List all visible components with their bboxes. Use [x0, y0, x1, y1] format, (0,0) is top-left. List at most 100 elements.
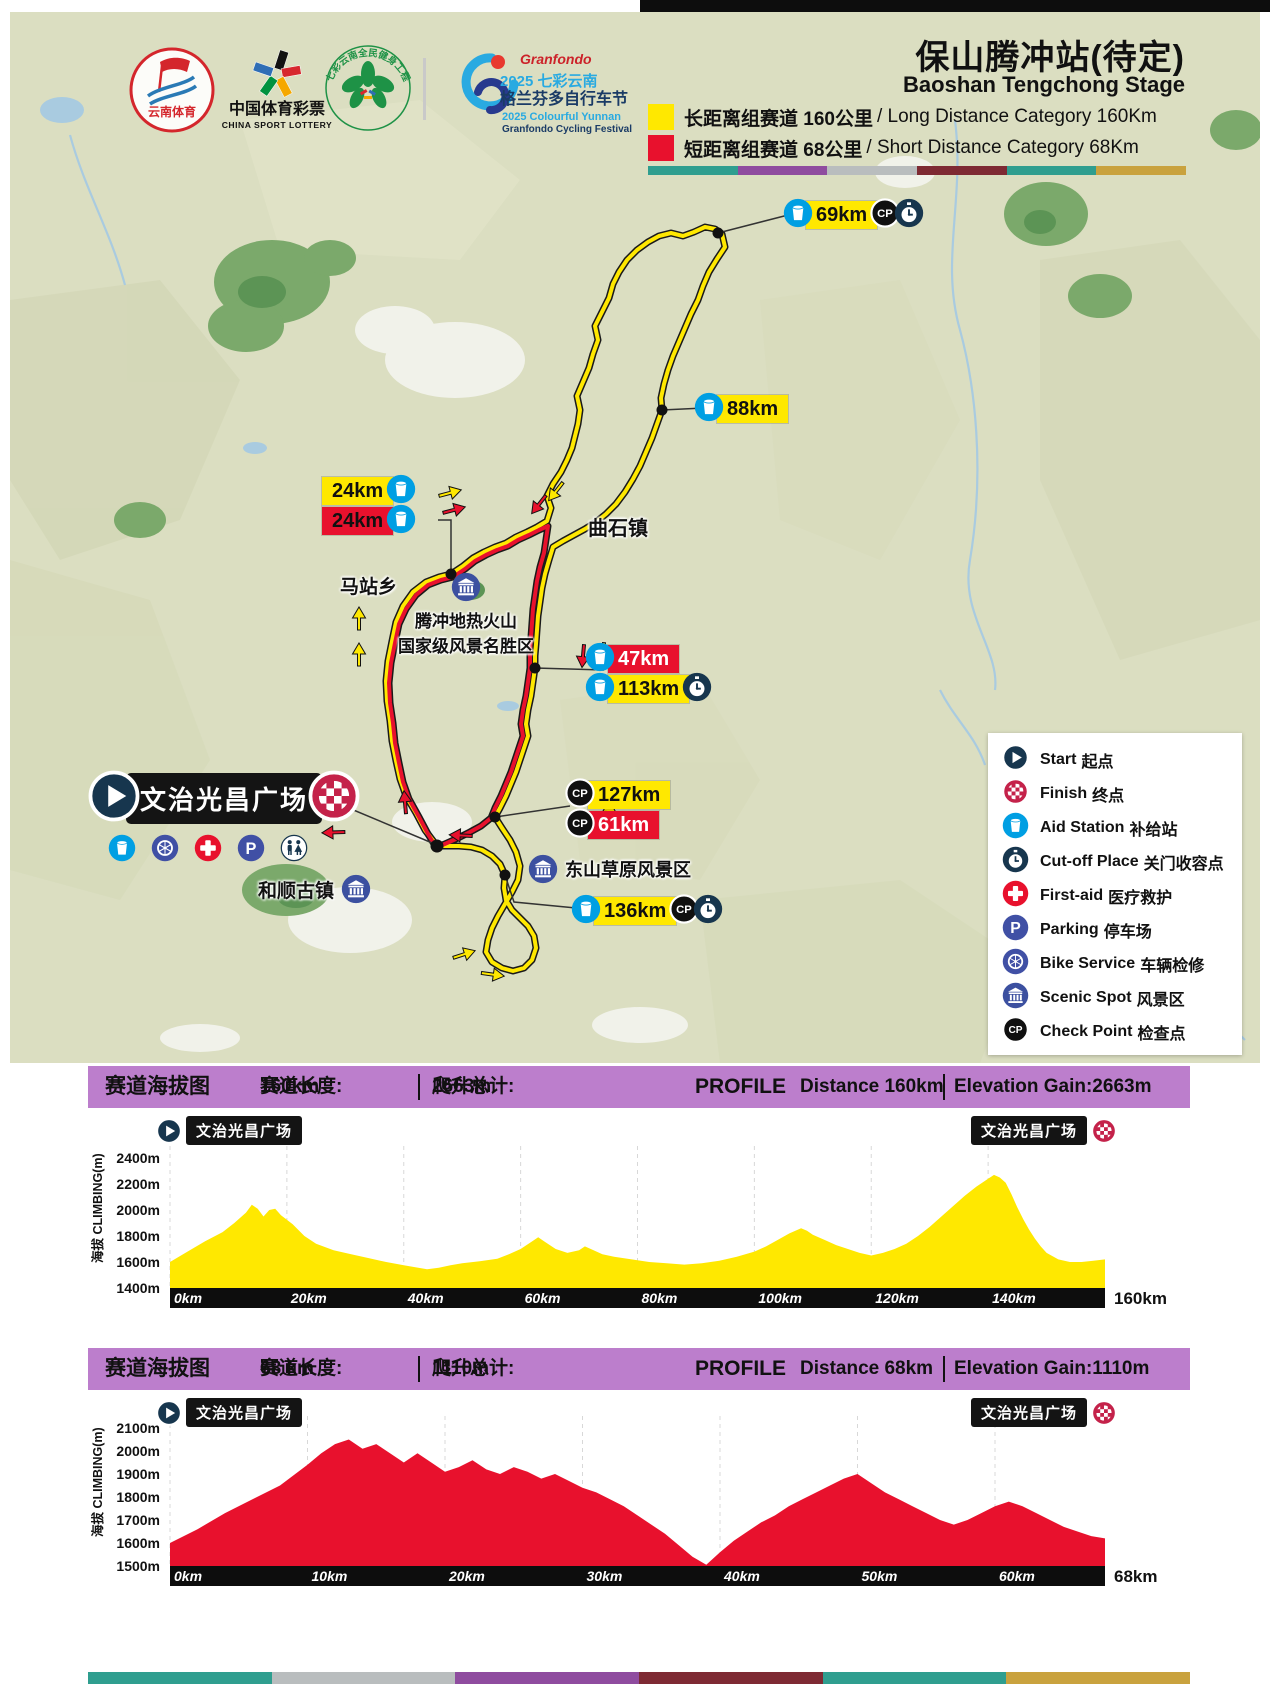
- x-axis-bar: [170, 1566, 1105, 1586]
- aid-icon: [585, 642, 615, 671]
- chart-start-chip: 文治光昌广场: [156, 1116, 306, 1145]
- x-tick: 40km: [723, 1568, 760, 1584]
- legend-en: Bike Service: [1040, 955, 1136, 972]
- legend-cn: 关门收容点: [1143, 856, 1224, 873]
- legend-en: Check Point: [1040, 1023, 1133, 1040]
- legend-item-parking: P Parking 停车场: [1002, 913, 1242, 947]
- marker-aid-88km: 88km: [694, 392, 789, 424]
- x-end-label: 160km: [1114, 1289, 1167, 1308]
- x-tick: 20km: [290, 1290, 327, 1306]
- route-legend-cn: 长距离组赛道 160公里: [684, 108, 873, 130]
- aid-icon: [386, 474, 416, 503]
- aid-icon: [585, 672, 615, 701]
- bike-icon: [151, 834, 179, 862]
- start-amenities: P: [108, 834, 308, 867]
- legend-cn: 医疗救护: [1108, 890, 1173, 907]
- finish-icon: [1002, 778, 1029, 805]
- marker-label: 136km: [594, 897, 677, 925]
- granfondo-line3: 2025 Colourful Yunnan: [502, 111, 621, 123]
- scenic-icon: [451, 572, 481, 602]
- top-color-strip: [648, 166, 1187, 175]
- amenity-aid: [108, 834, 136, 867]
- x-tick: 10km: [312, 1568, 348, 1584]
- place-volcano-scenic: 腾冲地热火山 国家级风景名胜区: [398, 572, 534, 657]
- elevation-gain-en: Elevation Gain:1110m: [954, 1358, 1150, 1379]
- marker-cp-127km: CP 127km: [565, 777, 671, 810]
- legend-en: First-aid: [1040, 887, 1104, 904]
- parking-icon: P: [1002, 914, 1029, 941]
- top-black-strip: [640, 0, 1270, 12]
- place-mazhan: 马站乡: [340, 572, 397, 599]
- marker-label: 61km: [588, 811, 660, 839]
- x-tick: 60km: [999, 1568, 1035, 1584]
- route-dots: [430, 227, 724, 881]
- cp-icon: CP: [1002, 1016, 1029, 1043]
- route-legend-en: / Long Distance Category 160Km: [876, 106, 1157, 127]
- marker-label: 88km: [717, 395, 789, 423]
- x-tick: 100km: [758, 1290, 802, 1306]
- x-tick: 80km: [642, 1290, 678, 1306]
- legend-item-clock: Cut-off Place 关门收容点: [1002, 845, 1242, 879]
- legend-en: Finish: [1040, 785, 1088, 802]
- bottom-color-strip: [88, 1672, 1191, 1684]
- y-tick: 2000m: [116, 1443, 160, 1459]
- aid-icon: [783, 198, 813, 227]
- svg-text:CP: CP: [1008, 1025, 1022, 1036]
- clock-icon: [894, 198, 924, 227]
- strip-segment: [827, 166, 918, 175]
- x-tick: 60km: [525, 1290, 561, 1306]
- aid-icon: [1002, 812, 1029, 839]
- elevation-chart-short: 2100m 2000m 1900m 1800m 1700m 1600m 1500m 海拔 CL…: [88, 1390, 1190, 1630]
- y-tick: 1900m: [116, 1466, 160, 1482]
- y-axis-label: 海拔 CLIMBING(m): [90, 1427, 105, 1537]
- place-label: 曲石镇: [588, 518, 648, 540]
- marker-aid-136km: 136km CP: [571, 893, 723, 926]
- route-short: [387, 524, 550, 851]
- legend-item-finish: Finish 终点: [1002, 777, 1242, 811]
- route-long: [384, 225, 727, 973]
- route-legend-row: 短距离组赛道 68公里 / Short Distance Category 68K…: [648, 134, 1139, 162]
- cp-icon: CP: [870, 197, 900, 228]
- stage-title-en: Baoshan Tengchong Stage: [903, 72, 1185, 97]
- legend-cn: 风景区: [1136, 992, 1185, 1009]
- amenity-restroom: [280, 834, 308, 867]
- yunnan-sports-logo: 云南体育: [129, 47, 215, 133]
- x-tick: 20km: [448, 1568, 485, 1584]
- x-tick: 120km: [875, 1290, 919, 1306]
- route-color-swatch: [648, 104, 674, 130]
- amenity-bike: [151, 834, 179, 867]
- strip-segment: [648, 166, 738, 175]
- marker-label: 69km: [806, 201, 878, 229]
- granfondo-script: Granfondo: [520, 51, 592, 67]
- amenity-firstaid: [194, 834, 222, 867]
- marker-aid-47km: 47km: [585, 642, 680, 674]
- start-icon: [156, 1399, 182, 1426]
- x-tick: 140km: [992, 1290, 1036, 1306]
- start-icon: [156, 1117, 182, 1144]
- route-color-swatch: [648, 135, 674, 161]
- legend-item-bike: Bike Service 车辆检修: [1002, 947, 1242, 981]
- clock-icon: [1002, 846, 1029, 873]
- svg-text:CP: CP: [572, 818, 588, 830]
- chart-start-label: 文治光昌广场: [186, 1116, 303, 1145]
- start-icon: [1002, 744, 1029, 771]
- elevation-area: [170, 1439, 1105, 1566]
- chart-start-chip: 文治光昌广场: [156, 1398, 306, 1427]
- strip-segment: [271, 1672, 456, 1684]
- strip-segment: [88, 1672, 272, 1684]
- legend-item-aid: Aid Station 补给站: [1002, 811, 1242, 845]
- strip-segment: [455, 1672, 640, 1684]
- firstaid-icon: [1002, 880, 1029, 907]
- profile-word: PROFILE: [695, 1075, 787, 1098]
- bike-icon: [1002, 948, 1029, 975]
- profile-title: 赛道海拔图: [105, 1357, 210, 1380]
- legend-item-start: Start 起点: [1002, 743, 1242, 777]
- bar-divider: [943, 1074, 945, 1100]
- elevation-plot: 2400m 2200m 2000m 1800m 1600m 1400m 海拔 CLIMBIN…: [90, 1146, 1167, 1308]
- scenic-icon: [1002, 982, 1029, 1009]
- x-tick: 0km: [174, 1290, 202, 1306]
- stage-title-cn: 保山腾冲站(待定): [915, 39, 1185, 77]
- marker-label: 24km: [322, 477, 394, 505]
- place-heshun-town: 和顺古镇: [258, 874, 371, 904]
- legend-cn: 车辆检修: [1140, 958, 1205, 975]
